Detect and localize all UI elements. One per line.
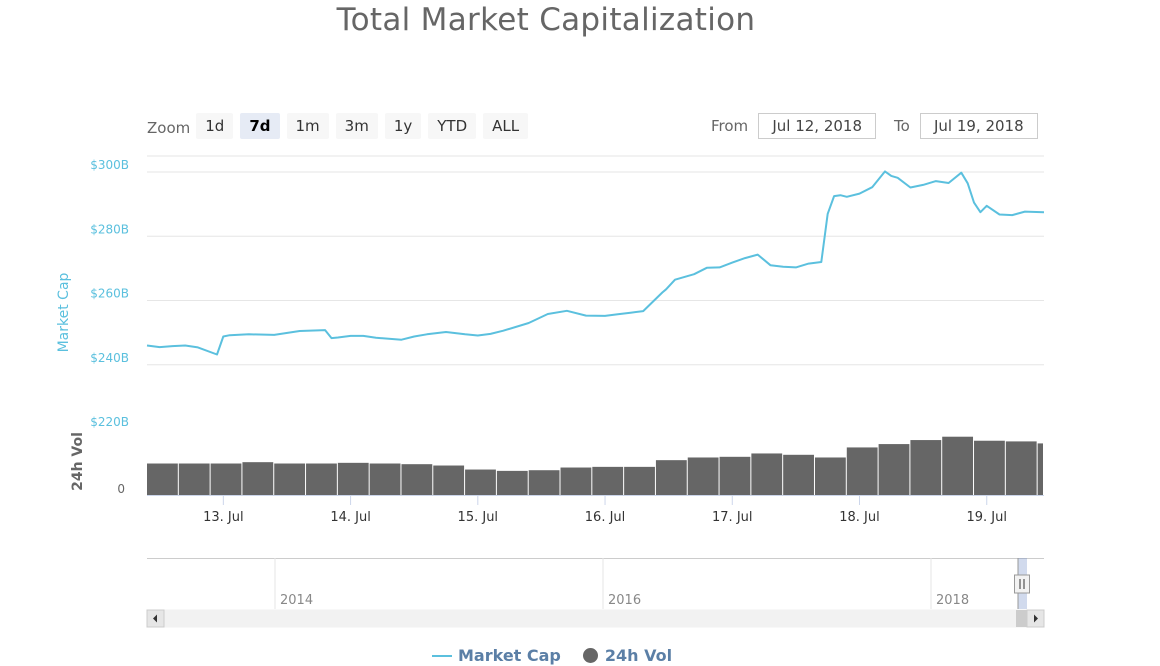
x-tick-label: 17. Jul <box>712 510 753 525</box>
volume-column <box>369 463 401 495</box>
legend-label-volume: 24h Vol <box>604 646 673 665</box>
zoom-button-all[interactable]: ALL <box>483 113 529 139</box>
x-tick-label: 16. Jul <box>585 510 626 525</box>
volume-column <box>624 466 655 495</box>
volume-column <box>496 470 528 495</box>
x-tick-label: 18. Jul <box>839 510 880 525</box>
volume-column <box>210 463 242 495</box>
volume-column <box>465 469 496 495</box>
y-axis-title-market-cap: Market Cap <box>56 272 72 352</box>
range-to: To <box>894 113 1038 139</box>
x-tick-label: 19. Jul <box>966 510 1007 525</box>
zoom-button-ytd[interactable]: YTD <box>428 113 477 139</box>
volume-column <box>528 470 560 495</box>
volume-column <box>560 467 592 495</box>
zoom-button-1d[interactable]: 1d <box>196 113 234 139</box>
legend-item-volume[interactable]: 24h Vol <box>582 646 673 665</box>
volume-column <box>1005 441 1037 495</box>
scrollbar-track <box>146 609 1045 628</box>
navigator-tick-label: 2018 <box>936 593 969 608</box>
legend-line-icon <box>432 654 452 657</box>
volume-column <box>974 440 1005 495</box>
legend-item-market-cap[interactable]: Market Cap <box>432 646 561 665</box>
volume-column <box>783 454 814 495</box>
from-label: From <box>711 117 749 135</box>
volume-column <box>433 465 465 495</box>
legend: Market Cap 24h Vol <box>432 646 694 665</box>
legend-label-market-cap: Market Cap <box>458 646 561 665</box>
navigator-tick-label: 2014 <box>280 593 313 608</box>
range-from: From <box>711 113 877 139</box>
y-tick-label: $280B <box>90 222 129 236</box>
y-tick-label: $260B <box>90 287 129 301</box>
x-tick-label: 15. Jul <box>458 510 499 525</box>
volume-column <box>337 462 369 495</box>
zoom-button-7d[interactable]: 7d <box>240 113 280 139</box>
x-tick-label: 13. Jul <box>203 510 244 525</box>
zoom-label: Zoom <box>147 119 191 137</box>
volume-column <box>655 460 687 495</box>
from-date-input[interactable] <box>758 113 877 139</box>
volume-column <box>592 466 624 495</box>
volume-column <box>878 444 910 495</box>
chevron-left-icon <box>153 614 157 623</box>
volume-column <box>687 457 719 495</box>
to-date-input[interactable] <box>919 113 1038 139</box>
volume-column <box>306 463 337 495</box>
x-tick-label: 14. Jul <box>330 510 371 525</box>
chevron-right-icon <box>1034 614 1038 623</box>
y-tick-label: $300B <box>90 158 129 172</box>
legend-circle-icon <box>582 648 598 663</box>
volume-column <box>401 464 433 495</box>
zoom-button-1y[interactable]: 1y <box>384 113 422 139</box>
zoom-button-3m[interactable]: 3m <box>335 113 378 139</box>
scrollbar-thumb <box>1016 610 1027 627</box>
volume-column <box>910 440 942 495</box>
volume-column <box>719 456 751 495</box>
volume-column <box>178 463 210 495</box>
volume-column <box>846 447 878 495</box>
y-tick-label: $240B <box>90 351 129 365</box>
navigator-tick-label: 2016 <box>608 593 641 608</box>
zoom-button-1m[interactable]: 1m <box>286 113 329 139</box>
y-tick-label: $220B <box>90 415 129 429</box>
navigator-scrollbar[interactable] <box>146 609 1045 628</box>
y-axis-title-volume: 24h Vol <box>70 432 86 491</box>
to-label: To <box>894 117 910 135</box>
navigator-handle-icon <box>1014 574 1030 594</box>
zoom-bar: Zoom 1d 7d 1m 3m 1y YTD ALL <box>147 112 535 140</box>
volume-column <box>751 453 783 495</box>
volume-column <box>814 457 846 495</box>
volume-column <box>274 463 306 495</box>
volume-column <box>242 462 274 495</box>
volume-column <box>147 463 178 495</box>
market-cap-line <box>146 170 1045 356</box>
volume-tick-label: 0 <box>117 482 125 496</box>
volume-column <box>1037 443 1043 495</box>
volume-column <box>942 436 974 495</box>
chart-title: Total Market Capitalization <box>336 2 756 38</box>
